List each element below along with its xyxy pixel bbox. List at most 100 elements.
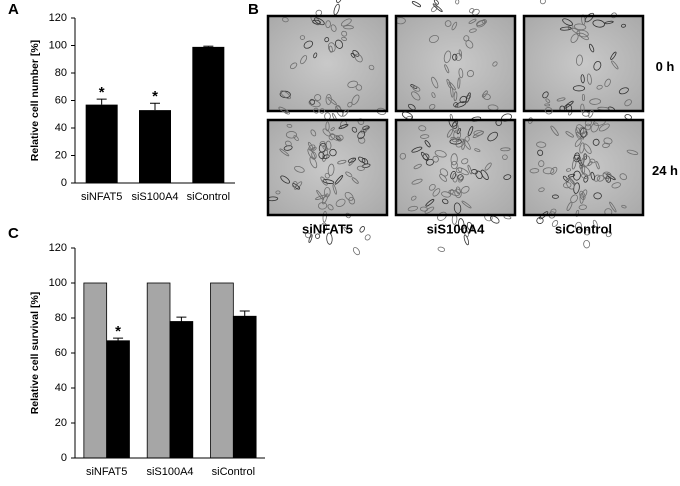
cell [574, 138, 582, 147]
cell [548, 211, 556, 219]
cell [476, 20, 487, 28]
cell [449, 138, 462, 145]
cell [458, 49, 462, 57]
bar [192, 46, 225, 183]
cell [536, 217, 544, 224]
cell [551, 220, 559, 227]
cell [457, 167, 469, 176]
cell [567, 173, 576, 178]
cell [428, 183, 436, 191]
cell [450, 136, 456, 140]
cell [316, 189, 324, 201]
cell [312, 19, 321, 25]
cell [583, 153, 587, 160]
cell [574, 221, 582, 231]
cell [343, 25, 354, 30]
y-tick-label: 60 [55, 347, 67, 359]
cell [428, 34, 439, 43]
image-border [266, 14, 389, 113]
significance-mark: * [99, 84, 105, 101]
cell [352, 247, 360, 256]
cell [334, 175, 344, 185]
cell [318, 151, 325, 160]
cell [327, 42, 336, 53]
cell [341, 30, 348, 37]
bar [83, 282, 108, 459]
cell [454, 52, 462, 61]
cell [341, 36, 347, 41]
cell [487, 131, 498, 142]
cell [482, 93, 491, 100]
cell [411, 1, 422, 8]
cell [310, 129, 317, 137]
cell [592, 219, 598, 228]
cell [455, 167, 463, 173]
cell [309, 156, 318, 169]
row-label: 24 h [652, 163, 678, 178]
cell [450, 153, 458, 166]
cell [356, 165, 365, 171]
cell [455, 138, 465, 148]
cell [420, 134, 430, 139]
cell [308, 234, 313, 243]
y-tick-label: 80 [55, 312, 67, 324]
cell [503, 174, 512, 180]
bar [139, 110, 171, 183]
cell [571, 157, 577, 170]
cell [319, 141, 326, 147]
cell [424, 140, 431, 148]
cell [604, 20, 614, 25]
cell [425, 198, 435, 207]
cell [586, 73, 592, 85]
cell [473, 130, 484, 136]
cell [550, 125, 559, 136]
cell [322, 179, 335, 184]
cell [328, 133, 335, 141]
cell [581, 93, 585, 102]
cell [596, 84, 603, 90]
x-tick-label: siS100A4 [146, 466, 193, 478]
cell [538, 187, 545, 193]
cell [330, 24, 337, 32]
cell [474, 148, 481, 153]
cell [467, 164, 473, 175]
cell [412, 85, 421, 92]
cell [556, 97, 566, 102]
cell [431, 92, 436, 99]
cell [582, 155, 591, 167]
microscopy-image [394, 76, 517, 252]
cell [593, 174, 601, 182]
cell [286, 123, 293, 128]
panel-label: C [8, 225, 19, 242]
cell [618, 87, 629, 95]
cell [572, 85, 586, 92]
significance-mark: * [152, 88, 158, 105]
cell [327, 204, 334, 211]
cell [333, 3, 340, 16]
cell [342, 109, 349, 117]
cell [299, 35, 306, 40]
cell [462, 227, 469, 237]
cell [355, 84, 363, 91]
cell [573, 23, 587, 31]
cell [583, 239, 591, 249]
cell [538, 160, 545, 168]
cell [428, 103, 436, 110]
cell [450, 86, 454, 98]
cell [424, 206, 435, 214]
cell [432, 3, 443, 13]
y-tick-label: 120 [49, 12, 67, 24]
y-tick-label: 40 [55, 122, 67, 134]
cell [322, 193, 329, 205]
cell [452, 53, 458, 61]
y-axis-label: Relative cell number [%] [29, 40, 41, 161]
cell [459, 95, 467, 104]
cell [593, 60, 602, 71]
cell [308, 99, 321, 108]
microscopy-image [522, 0, 645, 155]
cell [290, 62, 298, 70]
cell [348, 196, 356, 205]
cell [304, 232, 312, 239]
cell [320, 176, 328, 186]
cell [500, 147, 511, 152]
